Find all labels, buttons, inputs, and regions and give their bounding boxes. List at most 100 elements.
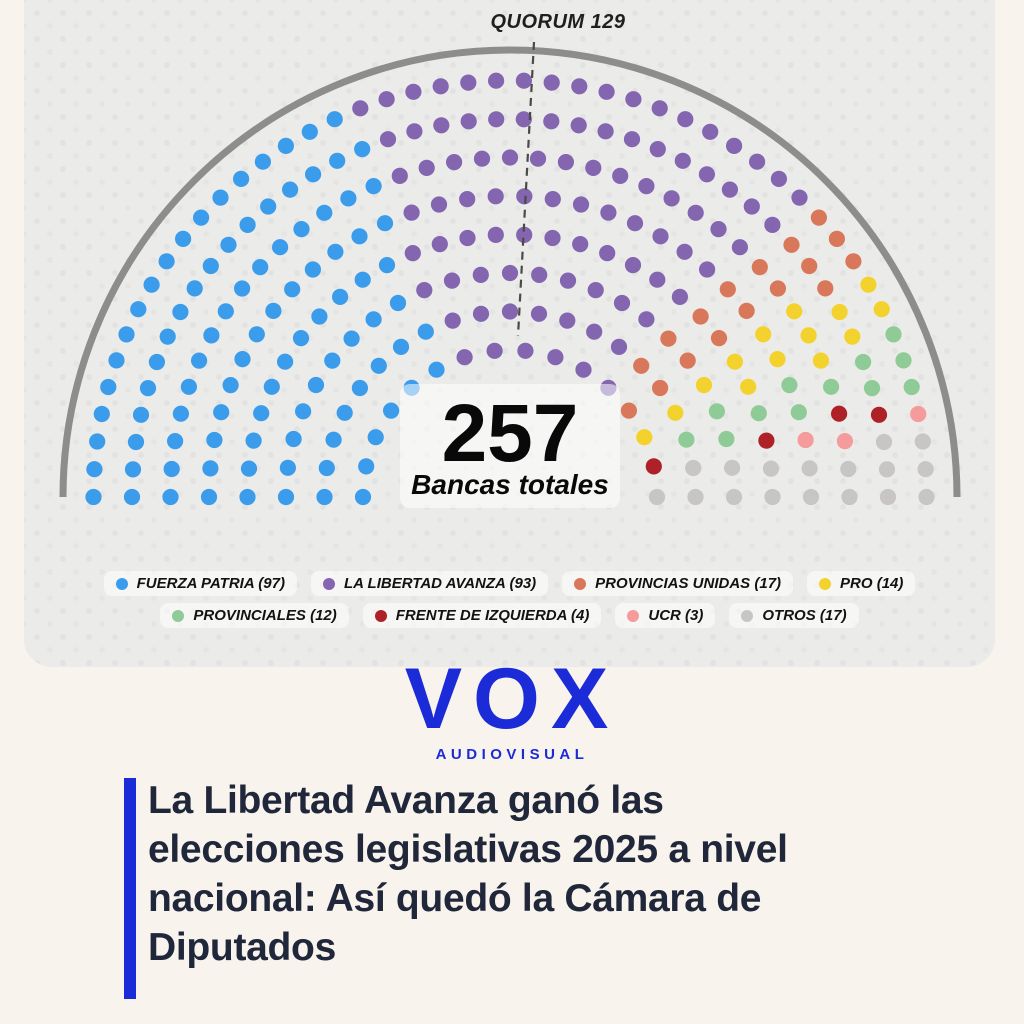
seat-dot (501, 303, 519, 320)
seat-dot (325, 431, 342, 448)
seat-dot (652, 379, 669, 397)
seat-dot (253, 405, 270, 422)
seat-dot (726, 353, 744, 370)
seat-dot (698, 166, 716, 183)
seat-dot (217, 303, 234, 320)
seat-dot (731, 239, 749, 256)
legend-item-label: FUERZA PATRIA (97) (136, 575, 285, 592)
seat-dot (488, 72, 505, 89)
seat-dot (293, 221, 310, 238)
seat-dot (559, 312, 576, 329)
seat-dot (391, 167, 408, 184)
seat-dot (831, 303, 848, 321)
seat-dot (660, 330, 677, 347)
seat-dot (624, 257, 642, 274)
seat-dot (501, 149, 519, 166)
seat-dot (699, 261, 716, 278)
seat-dot (233, 170, 250, 187)
seat-dot (234, 280, 251, 297)
seat-dot (587, 282, 604, 299)
seat-dot (329, 152, 346, 169)
legend-row-1: FUERZA PATRIA (97) LA LIBERTAD AVANZA (93… (103, 571, 916, 596)
seat-dot (613, 294, 631, 312)
seat-dot (379, 131, 397, 148)
seat-dot (127, 433, 145, 451)
seat-dot (460, 74, 477, 91)
seat-dot (418, 159, 435, 176)
seat-dot (354, 141, 371, 158)
seat-dot (597, 123, 614, 140)
seat-dot (725, 488, 743, 506)
legend-item: PRO (14) (807, 571, 916, 596)
seat-dot (917, 461, 934, 478)
seat-dot (648, 488, 666, 506)
seat-dot (433, 117, 450, 134)
headline-line: Diputados (148, 926, 336, 969)
seat-dot (432, 78, 449, 95)
seat-dot (764, 216, 781, 233)
seat-dot (903, 378, 920, 396)
seat-dot (692, 308, 709, 325)
seat-dot (100, 378, 117, 396)
seat-dot (649, 141, 666, 158)
seat-dot (501, 264, 519, 282)
seat-dot (860, 276, 877, 293)
seat-dot (487, 226, 504, 243)
vox-logo: VOX (404, 651, 620, 747)
seat-dot (234, 351, 251, 368)
seat-dot (769, 280, 787, 297)
seat-dot (351, 379, 368, 397)
seat-dot (749, 153, 766, 170)
seat-dot (316, 204, 333, 221)
seat-dot (600, 204, 617, 221)
seat-dot (738, 302, 755, 319)
seat-dot (678, 431, 695, 448)
legend-swatch-icon (819, 577, 832, 590)
seat-dot (636, 429, 653, 446)
seat-dot (918, 488, 935, 506)
legend-swatch-icon (741, 609, 754, 622)
seat-dot (260, 198, 277, 215)
seat-dot (863, 380, 881, 397)
seat-dot (354, 488, 372, 506)
seat-dot (277, 353, 294, 370)
quorum-label: QUORUM 129 (490, 11, 625, 33)
seat-dot (326, 111, 343, 128)
seat-dot (841, 488, 858, 506)
seat-dot (277, 137, 294, 154)
seat-dot (855, 353, 872, 371)
seat-dot (263, 378, 280, 395)
seat-dot (726, 137, 743, 154)
seat-dot (108, 352, 125, 369)
seat-dot (279, 459, 296, 476)
hemicycle-chart: QUORUM 129 257 Bancas totales (59, 11, 961, 508)
seat-dot (516, 188, 533, 205)
legend-row-2: PROVINCIALES (12) FRENTE DE IZQUIERDA (4)… (160, 603, 859, 628)
seats-layer (85, 72, 935, 506)
seat-dot (836, 433, 854, 450)
seat-dot (220, 236, 237, 253)
seat-dot (378, 91, 395, 108)
seat-dot (428, 361, 445, 378)
seat-dot (148, 353, 165, 371)
seat-dot (873, 301, 890, 318)
seat-dot (239, 216, 256, 233)
seat-dot (755, 326, 772, 343)
seat-dot (802, 488, 820, 506)
seat-dot (844, 328, 861, 345)
seat-dot (910, 405, 927, 423)
legend-item: PROVINCIALES (12) (160, 603, 349, 628)
seat-dot (598, 83, 615, 100)
total-seats-value: 257 (442, 388, 579, 479)
seat-dot (143, 276, 160, 293)
seat-dot (531, 266, 548, 283)
seat-dot (685, 459, 702, 477)
seat-dot (89, 433, 106, 450)
seat-dot (487, 188, 504, 205)
seat-dot (459, 191, 476, 208)
seat-dot (163, 460, 180, 478)
chart-legend: FUERZA PATRIA (97) LA LIBERTAD AVANZA (93… (24, 571, 995, 628)
seat-dot (332, 288, 349, 305)
seat-dot (677, 111, 694, 128)
seat-dot (743, 198, 760, 215)
